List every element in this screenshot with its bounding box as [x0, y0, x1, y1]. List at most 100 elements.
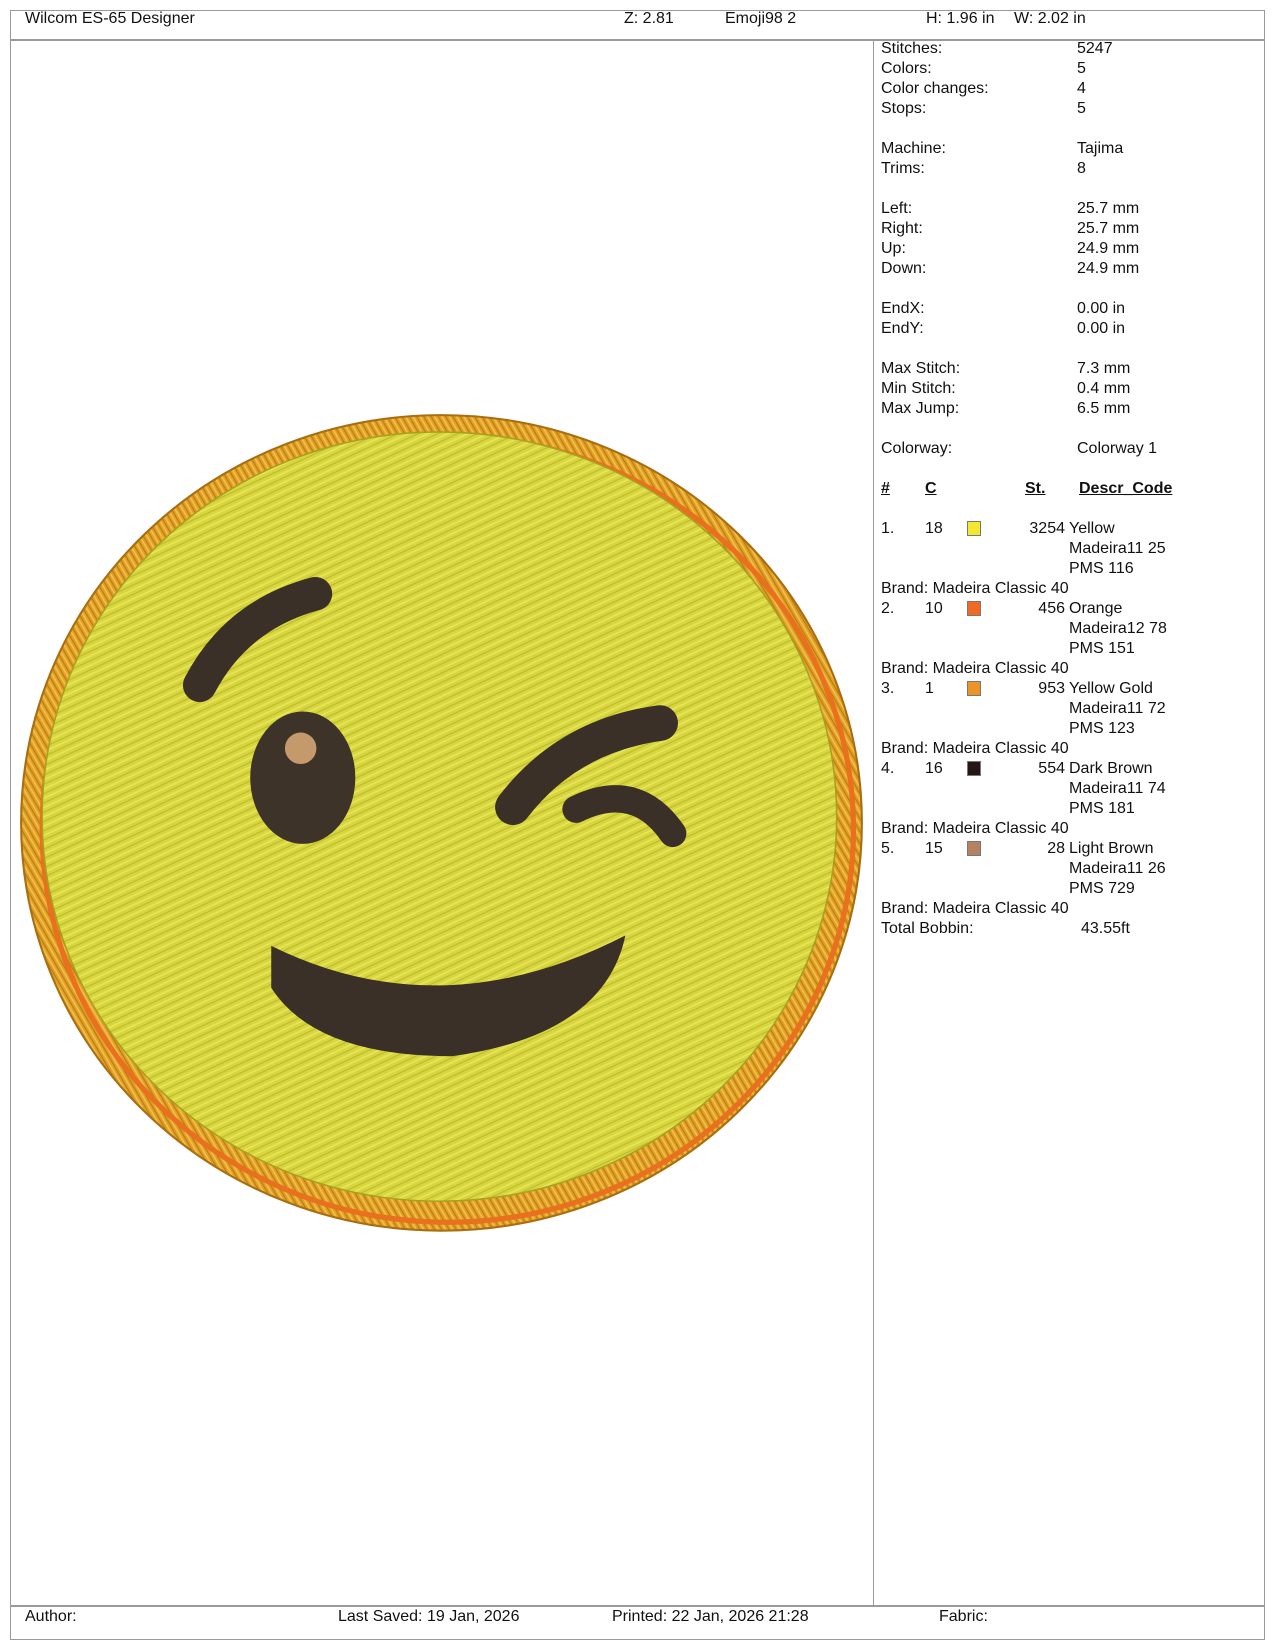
stat-row: Right: 25.7 mm	[881, 219, 1261, 239]
colorway-row: Colorway: Colorway 1	[881, 439, 1261, 459]
stat-value: 0.4 mm	[1077, 380, 1131, 397]
stat-row: Colors: 5	[881, 59, 1261, 79]
color-swatch	[967, 841, 981, 856]
stat-label: Machine:	[881, 140, 946, 157]
brand: Brand: Madeira Classic 40	[881, 740, 1069, 757]
stat-value: 6.5 mm	[1077, 400, 1131, 417]
col-descr: Descr_Code	[1079, 480, 1173, 497]
stat-label: Right:	[881, 220, 923, 237]
stat-label: Up:	[881, 240, 906, 257]
color-row: 3. 1 953 Yellow Gold	[881, 679, 1261, 699]
total-bobbin-label: Total Bobbin:	[881, 920, 974, 937]
color-code: 16	[925, 760, 943, 777]
stat-label: Colorway:	[881, 440, 953, 457]
stat-value: 4	[1077, 80, 1086, 97]
zoom-level: Z: 2.81	[624, 10, 674, 27]
footer-author: Author:	[25, 1608, 77, 1625]
stat-row: EndX: 0.00 in	[881, 299, 1261, 319]
design-height: H: 1.96 in	[926, 10, 995, 27]
stat-value: 8	[1077, 160, 1086, 177]
color-swatch	[967, 521, 981, 536]
stat-label: Stops:	[881, 100, 927, 117]
color-code: 18	[925, 520, 943, 537]
color-name: Orange	[1069, 600, 1123, 617]
stat-value: 25.7 mm	[1077, 220, 1140, 237]
pms-code: PMS 123	[1069, 720, 1135, 737]
color-num: 2.	[881, 600, 895, 617]
brand: Brand: Madeira Classic 40	[881, 660, 1069, 677]
stat-row: Up: 24.9 mm	[881, 239, 1261, 259]
color-row: 1. 18 3254 Yellow	[881, 519, 1261, 539]
thread-code: Madeira11 25	[1069, 540, 1166, 557]
brand: Brand: Madeira Classic 40	[881, 580, 1069, 597]
stat-label: Stitches:	[881, 40, 943, 57]
color-num: 3.	[881, 680, 895, 697]
color-row: 2. 10 456 Orange	[881, 599, 1261, 619]
app-title: Wilcom ES-65 Designer	[25, 10, 195, 27]
col-code: C	[925, 480, 937, 497]
stat-value: Tajima	[1077, 140, 1124, 157]
footer-printed: Printed: 22 Jan, 2026 21:28	[612, 1608, 809, 1625]
stat-row: Down: 24.9 mm	[881, 259, 1261, 279]
stat-label: Max Jump:	[881, 400, 960, 417]
stat-row: EndY: 0.00 in	[881, 319, 1261, 339]
stat-row: Max Stitch: 7.3 mm	[881, 359, 1261, 379]
color-code: 10	[925, 600, 943, 617]
color-num: 1.	[881, 520, 895, 537]
stat-label: Max Stitch:	[881, 360, 961, 377]
color-stitches: 456	[1038, 600, 1065, 617]
design-info-panel: Stitches: 5247 Colors: 5 Color changes: 4 Stop…	[881, 39, 1261, 939]
color-name: Yellow	[1069, 520, 1115, 537]
pms-code: PMS 151	[1069, 640, 1135, 657]
stat-value: 24.9 mm	[1077, 240, 1140, 257]
total-bobbin-value: 43.55ft	[1081, 920, 1130, 937]
pms-code: PMS 116	[1069, 560, 1134, 577]
color-stitches: 28	[1047, 840, 1065, 857]
stat-label: Colors:	[881, 60, 932, 77]
color-stitches: 3254	[1029, 520, 1065, 537]
color-code: 1	[925, 680, 934, 697]
color-swatch	[967, 761, 981, 776]
stat-label: EndX:	[881, 300, 925, 317]
stat-row: Max Jump: 6.5 mm	[881, 399, 1261, 419]
col-stitches: St.	[1025, 480, 1046, 497]
color-name: Dark Brown	[1069, 760, 1153, 777]
color-row: 4. 16 554 Dark Brown	[881, 759, 1261, 779]
stat-value: Colorway 1	[1077, 440, 1158, 457]
stat-value: 0.00 in	[1077, 320, 1126, 337]
color-swatch	[967, 681, 981, 696]
stat-value: 5	[1077, 100, 1086, 117]
stat-label: EndY:	[881, 320, 924, 337]
stat-row: Left: 25.7 mm	[881, 199, 1261, 219]
footer-fabric: Fabric:	[939, 1608, 988, 1625]
stat-row: Machine: Tajima	[881, 139, 1261, 159]
design-width: W: 2.02 in	[1014, 10, 1086, 27]
stat-value: 5	[1077, 60, 1086, 77]
stat-value: 7.3 mm	[1077, 360, 1131, 377]
color-table-header: # C St. Descr_Code	[881, 479, 1261, 499]
color-swatch	[967, 601, 981, 616]
pms-code: PMS 181	[1069, 800, 1135, 817]
color-num: 5.	[881, 840, 895, 857]
stat-label: Min Stitch:	[881, 380, 956, 397]
brand: Brand: Madeira Classic 40	[881, 820, 1069, 837]
stat-value: 5247	[1077, 40, 1113, 57]
footer-last-saved: Last Saved: 19 Jan, 2026	[338, 1608, 520, 1625]
stat-label: Trims:	[881, 160, 925, 177]
thread-code: Madeira11 74	[1069, 780, 1166, 797]
color-num: 4.	[881, 760, 895, 777]
stat-value: 24.9 mm	[1077, 260, 1140, 277]
color-code: 15	[925, 840, 943, 857]
stat-value: 0.00 in	[1077, 300, 1126, 317]
stat-row: Min Stitch: 0.4 mm	[881, 379, 1261, 399]
color-name: Yellow Gold	[1069, 680, 1153, 697]
stat-label: Left:	[881, 200, 913, 217]
thread-code: Madeira12 78	[1069, 620, 1167, 637]
pms-code: PMS 729	[1069, 880, 1135, 897]
thread-code: Madeira11 72	[1069, 700, 1166, 717]
stat-label: Color changes:	[881, 80, 989, 97]
stat-row: Stops: 5	[881, 99, 1261, 119]
footer-divider	[10, 1605, 1265, 1607]
stat-row: Color changes: 4	[881, 79, 1261, 99]
design-name: Emoji98 2	[725, 10, 797, 27]
